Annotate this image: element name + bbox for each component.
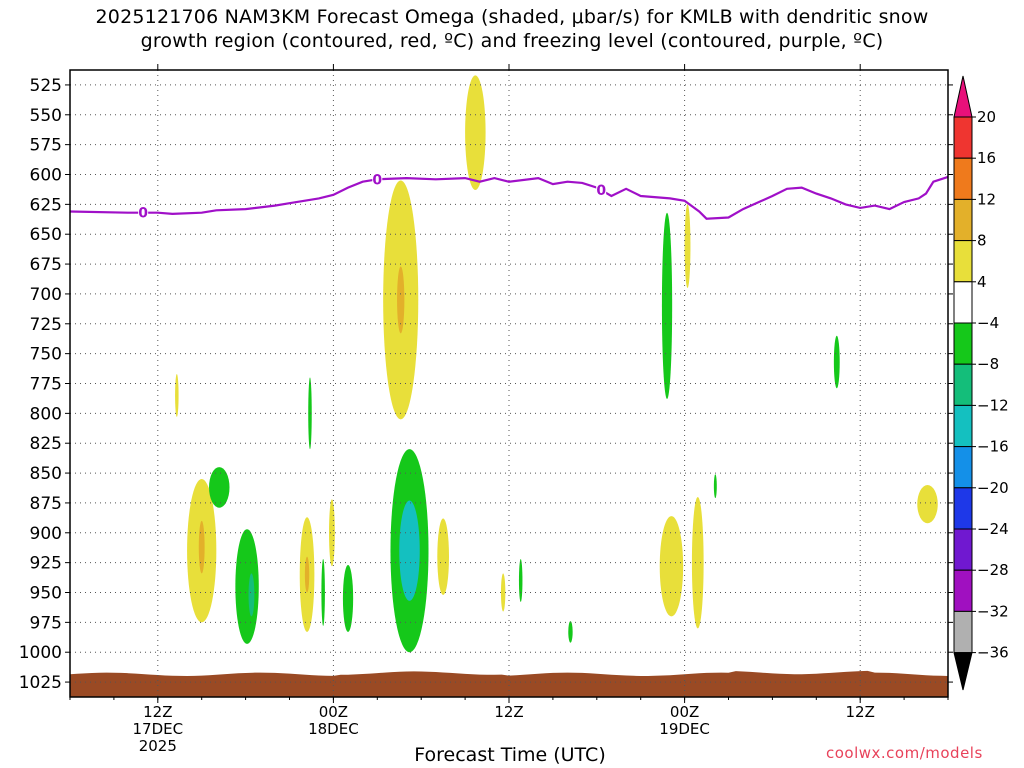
plot-area	[70, 75, 948, 697]
colorbar-label: 16	[977, 149, 996, 167]
y-tick-label: 575	[30, 136, 62, 156]
x-tick-label: 18DEC	[308, 720, 359, 738]
colorbar-label: −8	[977, 355, 999, 373]
omega-rise-lower-7	[691, 496, 704, 629]
site-credit[interactable]: coolwx.com/models	[826, 744, 983, 762]
y-tick-label: 550	[30, 106, 62, 126]
omega-sink-8	[568, 621, 573, 643]
colorbar-label: −32	[977, 602, 1009, 620]
y-tick-label: 775	[30, 375, 62, 395]
colorbar-segment	[953, 446, 973, 489]
y-tick-label: 1000	[19, 643, 62, 663]
colorbar: 20 16 12 8 4 −4 −8 −12 −16 −20 −24 −28 −32 −36	[953, 75, 1009, 691]
omega-rise-lower-1-core	[198, 520, 205, 574]
x-tick-label: 2025	[139, 737, 177, 755]
omega-sink-4	[321, 559, 325, 626]
colorbar-segment	[953, 569, 973, 612]
colorbar-segment	[953, 528, 973, 571]
colorbar-segment	[953, 281, 973, 324]
omega-sink-9	[661, 212, 673, 400]
omega-sink-10	[713, 474, 717, 499]
y-tick-label: 975	[30, 613, 62, 633]
colorbar-label: −12	[977, 396, 1009, 414]
omega-rise-mid-1-core	[397, 266, 405, 334]
y-tick-label: 700	[30, 285, 62, 305]
omega-rise-small-1	[175, 373, 179, 417]
plot-frame	[69, 69, 949, 698]
x-tick-label: 00Z	[319, 703, 348, 721]
omega-sink-1	[209, 467, 230, 508]
y-tick-label: 525	[30, 76, 62, 96]
chart-title-line-2: growth region (contoured, red, ºC) and f…	[140, 30, 884, 52]
y-tick-label: 900	[30, 524, 62, 544]
omega-rise-upper-1	[465, 75, 486, 191]
y-tick-label: 675	[30, 255, 62, 275]
omega-sink-5	[342, 565, 354, 632]
colorbar-label: −28	[977, 561, 1009, 579]
omega-rise-lower-3	[329, 499, 335, 567]
x-tick-label: 17DEC	[133, 720, 184, 738]
omega-rise-mid-2	[684, 204, 691, 288]
colorbar-bottom-triangle	[953, 652, 973, 691]
colorbar-segment	[953, 610, 973, 654]
freezing-level-label: 0	[138, 206, 148, 222]
colorbar-label: 8	[977, 232, 987, 250]
omega-rise-lower-8	[917, 485, 938, 524]
omega-sink-2-core	[248, 573, 255, 617]
x-tick-label: 12Z	[143, 703, 172, 721]
colorbar-segment	[953, 363, 973, 406]
omega-sink-2	[235, 529, 259, 644]
y-tick-label: 600	[30, 166, 62, 186]
omega-rise-lower-4	[437, 518, 450, 595]
colorbar-label: 4	[977, 273, 987, 291]
colorbar-label: −36	[977, 644, 1009, 662]
y-tick-label: 625	[30, 195, 62, 215]
colorbar-label: 20	[977, 108, 996, 126]
colorbar-top-triangle	[953, 75, 973, 118]
colorbar-label: −16	[977, 438, 1009, 456]
x-tick-label: 00Z	[670, 703, 699, 721]
y-tick-label: 725	[30, 315, 62, 335]
x-tick-label: 19DEC	[659, 720, 710, 738]
x-tick-label: 12Z	[494, 703, 523, 721]
surface-band	[70, 670, 948, 697]
freezing-level-label: 0	[372, 172, 382, 188]
freezing-level-label: 0	[596, 183, 606, 199]
freezing-level-line	[69, 175, 949, 220]
omega-sink-3	[308, 377, 312, 450]
omega-rise-lower-6	[659, 516, 684, 617]
colorbar-segment	[953, 157, 973, 200]
colorbar-label: 12	[977, 190, 996, 208]
colorbar-segment	[953, 116, 973, 159]
colorbar-label: −24	[977, 520, 1009, 538]
colorbar-segment	[953, 404, 973, 448]
colorbar-label: −20	[977, 479, 1009, 497]
omega-sink-6-core	[399, 500, 420, 601]
omega-rise-lower-5	[500, 573, 506, 612]
omega-rise-lower-2-core	[304, 556, 310, 593]
colorbar-label: −4	[977, 314, 999, 332]
y-tick-label: 1025	[19, 673, 62, 693]
colorbar-segment	[953, 487, 973, 530]
colorbar-segment	[953, 322, 973, 365]
y-tick-label: 825	[30, 434, 62, 454]
y-tick-label: 650	[30, 225, 62, 245]
chart-title-line-1: 2025121706 NAM3KM Forecast Omega (shaded…	[95, 6, 929, 28]
x-tick-label: 12Z	[846, 703, 875, 721]
y-tick-label: 925	[30, 554, 62, 574]
omega-sink-11	[833, 335, 840, 389]
y-tick-label: 875	[30, 494, 62, 514]
axes: 525 550 575 600 625 650 675 700 725 750 775 800 825 8…	[19, 64, 953, 755]
x-axis-title: Forecast Time (UTC)	[414, 744, 606, 766]
y-tick-label: 950	[30, 584, 62, 604]
y-tick-label: 750	[30, 345, 62, 365]
colorbar-segment	[953, 198, 973, 242]
y-tick-label: 850	[30, 464, 62, 484]
colorbar-segment	[953, 240, 973, 283]
omega-sink-7	[518, 559, 523, 603]
y-tick-label: 800	[30, 404, 62, 424]
